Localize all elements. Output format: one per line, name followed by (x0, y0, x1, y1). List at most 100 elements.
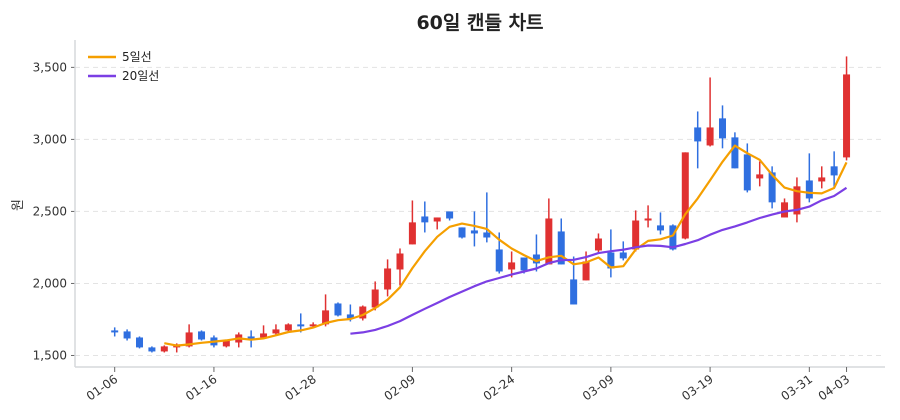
candle (371, 281, 379, 311)
candle-body (359, 306, 367, 319)
candle-body (322, 310, 330, 325)
x-tick-label: 01-06 (84, 372, 121, 403)
candle (805, 153, 813, 203)
candle (694, 111, 702, 169)
candle-body (470, 230, 478, 234)
candle (396, 248, 404, 286)
candle-body (582, 261, 590, 281)
candle-body (594, 238, 602, 251)
candle-body (284, 324, 292, 331)
candle-body (458, 227, 466, 238)
candle-body (421, 216, 429, 223)
x-tick-label: 04-03 (816, 372, 853, 403)
candle-body (644, 218, 652, 221)
candle (743, 143, 751, 193)
candle (781, 198, 789, 218)
candle (111, 327, 119, 337)
candle-body (805, 180, 813, 199)
candle (632, 210, 640, 252)
candle-body (123, 331, 131, 339)
x-tick-label: 03-19 (679, 372, 716, 403)
y-tick-label: 3,500 (33, 60, 67, 74)
x-tick-label: 01-28 (282, 372, 319, 403)
candle (818, 166, 826, 189)
candle-body (483, 232, 491, 238)
candle (508, 251, 516, 278)
candle-body (508, 262, 516, 270)
candle (322, 294, 330, 327)
candle (644, 205, 652, 228)
candle-body (570, 279, 578, 305)
candle-body (433, 217, 441, 222)
candle (483, 192, 491, 243)
candle (681, 152, 689, 240)
candle-body (694, 127, 702, 142)
legend-ma5-label: 5일선 (122, 50, 152, 64)
candle-body (222, 340, 230, 347)
candle-body (743, 154, 751, 191)
x-tick-label: 03-09 (580, 372, 617, 403)
candle-body (148, 347, 156, 352)
candle-body (768, 172, 776, 203)
candle (594, 233, 602, 253)
candle (235, 332, 243, 348)
x-tick-label: 03-31 (778, 372, 815, 403)
candle-body (830, 166, 838, 176)
candle (756, 161, 764, 187)
candle (830, 151, 838, 189)
candle (433, 217, 441, 230)
candle (421, 201, 429, 233)
candle-body (545, 218, 553, 265)
candle-body (632, 220, 640, 250)
candle (136, 336, 144, 349)
candle-body (334, 303, 342, 316)
candle-body (297, 324, 305, 327)
candle-body (532, 254, 540, 264)
chart-title: 60일 캔들 차트 (416, 12, 543, 34)
candle-body (272, 329, 280, 334)
axes: 1,500 2,000 2,500 3,000 3,500 01-06 01-16 01-28… (33, 40, 885, 403)
candle-body (446, 211, 454, 219)
y-axis-label: 원 (11, 199, 26, 211)
candle (607, 229, 615, 278)
y-tick-label: 1,500 (33, 348, 67, 362)
y-tick-label: 2,000 (33, 276, 67, 290)
grid (75, 66, 885, 356)
candle-body (346, 314, 354, 319)
candle-body (396, 253, 404, 270)
candle (719, 105, 727, 149)
candle-body (756, 174, 764, 179)
legend-ma20-label: 20일선 (122, 69, 159, 83)
candle (470, 211, 478, 247)
candle (545, 198, 553, 265)
candle-body (656, 225, 664, 231)
candle-body (260, 333, 268, 338)
candle (532, 234, 540, 272)
candle (656, 212, 664, 235)
candle-body (384, 268, 392, 290)
candle-body (681, 152, 689, 239)
candle-body (619, 252, 627, 259)
candle-body (495, 249, 503, 272)
candle (843, 56, 851, 161)
candle (284, 323, 292, 332)
candle (148, 346, 156, 353)
candle-body (793, 186, 801, 215)
candle-body (309, 324, 317, 327)
candle-body (111, 330, 119, 333)
candle-body (160, 346, 168, 352)
candle-body (706, 127, 714, 146)
candle (619, 241, 627, 261)
candle-body (557, 231, 565, 265)
candle-body (818, 177, 826, 182)
ma5-line (164, 144, 848, 347)
candle (384, 259, 392, 297)
candle (793, 177, 801, 223)
candle (706, 77, 714, 147)
candle-body (731, 137, 739, 169)
candles (111, 56, 851, 353)
candle (160, 345, 168, 353)
moving-average-lines (164, 144, 848, 347)
candle-body (136, 337, 144, 348)
